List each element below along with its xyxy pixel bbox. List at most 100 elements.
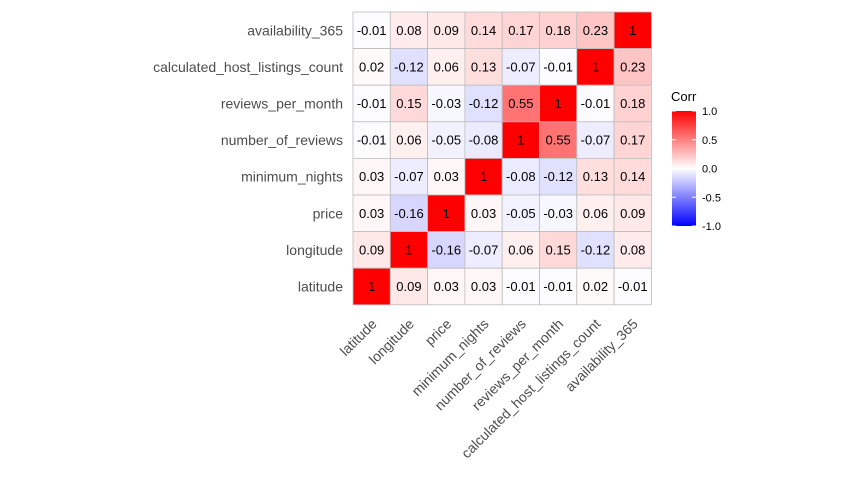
cell-value-label: -0.12 — [581, 242, 611, 257]
cell-value-label: 0.02 — [359, 59, 384, 74]
cell-value-label: 0.03 — [434, 279, 459, 294]
heatmap-cell — [352, 231, 391, 269]
heatmap-cell — [576, 231, 615, 269]
cell-value-label: -0.01 — [357, 96, 387, 111]
cell-value-label: 0.09 — [434, 23, 459, 38]
cell-value-label: 1 — [629, 23, 636, 38]
heatmap-cell — [501, 194, 540, 232]
legend-ticks: 1.0 0.5 0.0 -0.5 -1.0 — [672, 106, 721, 233]
cell-value-label: 1 — [368, 279, 375, 294]
heatmap-cell — [389, 48, 428, 86]
cell-value-label: -0.01 — [543, 279, 573, 294]
y-tick-label: calculated_host_listings_count — [153, 59, 343, 75]
cell-value-label: 0.18 — [545, 23, 570, 38]
heatmap-cell — [464, 84, 503, 123]
cell-value-label: 0.18 — [620, 96, 645, 111]
cell-value-label: -0.07 — [469, 242, 499, 257]
cell-value-label: 0.02 — [583, 279, 608, 294]
heatmap-cell — [539, 194, 578, 232]
cell-value-label: -0.12 — [469, 96, 499, 111]
heatmap-cell — [389, 11, 428, 49]
cell-value-label: -0.01 — [543, 59, 573, 74]
heatmap-cell — [576, 157, 615, 196]
heatmap-cell — [427, 11, 466, 49]
heatmap-cell — [539, 48, 578, 86]
legend-tick-label: -1.0 — [702, 221, 721, 233]
cell-value-label: -0.07 — [581, 133, 611, 148]
cell-value-label: -0.16 — [431, 242, 461, 257]
cell-value-label: -0.07 — [394, 169, 424, 184]
heatmap-cell — [501, 267, 540, 306]
heatmap-cell — [501, 231, 540, 269]
heatmap-cell — [613, 11, 652, 49]
cell-value-label: 0.17 — [508, 23, 533, 38]
cell-value-label: 0.03 — [359, 206, 384, 221]
heatmap-cell — [539, 267, 578, 306]
legend-tick-label: 1.0 — [702, 106, 717, 118]
cell-value-label: 0.17 — [620, 133, 645, 148]
cell-value-label: -0.08 — [506, 169, 536, 184]
heatmap-cell — [464, 157, 503, 196]
heatmap-cell — [576, 121, 615, 159]
cell-value-label: 0.06 — [583, 206, 608, 221]
y-axis-labels: availability_365 calculated_host_listings… — [153, 22, 343, 294]
cell-value-label: 0.15 — [545, 242, 570, 257]
heatmap-cell — [352, 267, 391, 306]
heatmap-cell — [501, 157, 540, 196]
heatmap-cell — [389, 84, 428, 123]
heatmap-cells: -0.01 0.08 0.09 0.14 0.17 0.18 0.23 1 0.02 -0.12 0… — [352, 11, 652, 306]
heatmap-cell — [427, 267, 466, 306]
cell-value-label: 0.06 — [434, 59, 459, 74]
heatmap-cell — [352, 84, 391, 123]
heatmap-cell — [613, 84, 652, 123]
heatmap-cell — [464, 48, 503, 86]
heatmap-cell — [501, 121, 540, 159]
heatmap-cell — [464, 121, 503, 159]
heatmap-cell — [613, 267, 652, 306]
cell-value-label: 0.09 — [396, 279, 421, 294]
cell-value-label: 1 — [480, 169, 487, 184]
heatmap-cell — [576, 194, 615, 232]
legend-tick-label: 0.0 — [702, 164, 717, 176]
heatmap-cell — [613, 231, 652, 269]
cell-value-label: 0.03 — [434, 169, 459, 184]
cell-value-label: 0.23 — [620, 59, 645, 74]
cell-value-label: -0.01 — [357, 133, 387, 148]
cell-value-label: 0.06 — [396, 133, 421, 148]
y-tick-label: availability_365 — [247, 22, 343, 38]
y-tick-label: number_of_reviews — [221, 132, 343, 148]
legend: Corr 1.0 0.5 0.0 -0.5 -1.0 — [671, 89, 721, 233]
cell-value-label: 0.03 — [471, 279, 496, 294]
y-tick-label: price — [313, 205, 344, 221]
cell-value-label: -0.01 — [581, 96, 611, 111]
cell-value-label: 0.55 — [508, 96, 533, 111]
heatmap-cell — [576, 84, 615, 123]
cell-value-label: 0.08 — [396, 23, 421, 38]
heatmap-cell — [613, 194, 652, 232]
cell-value-label: 0.13 — [471, 59, 496, 74]
heatmap-cell — [613, 48, 652, 86]
cell-value-label: 0.09 — [620, 206, 645, 221]
heatmap-cell — [389, 194, 428, 232]
heatmap-cell — [539, 231, 578, 269]
cell-value-label: -0.03 — [543, 206, 573, 221]
heatmap-cell — [427, 121, 466, 159]
cell-value-label: -0.08 — [469, 133, 499, 148]
cell-value-label: 0.06 — [508, 242, 533, 257]
cell-value-label: -0.05 — [506, 206, 536, 221]
heatmap-cell — [389, 231, 428, 269]
y-tick-label: longitude — [286, 242, 343, 258]
cell-value-label: 0.03 — [471, 206, 496, 221]
legend-title: Corr — [671, 89, 697, 104]
legend-tick-label: -0.5 — [702, 192, 721, 204]
cell-value-label: -0.01 — [618, 279, 648, 294]
cell-value-label: -0.03 — [431, 96, 461, 111]
heatmap-cell — [501, 84, 540, 123]
cell-value-label: -0.05 — [431, 133, 461, 148]
cell-value-label: 0.15 — [396, 96, 421, 111]
cell-value-label: -0.12 — [394, 59, 424, 74]
cell-value-label: 0.08 — [620, 242, 645, 257]
cell-value-label: 0.14 — [620, 169, 645, 184]
cell-value-label: 0.13 — [583, 169, 608, 184]
